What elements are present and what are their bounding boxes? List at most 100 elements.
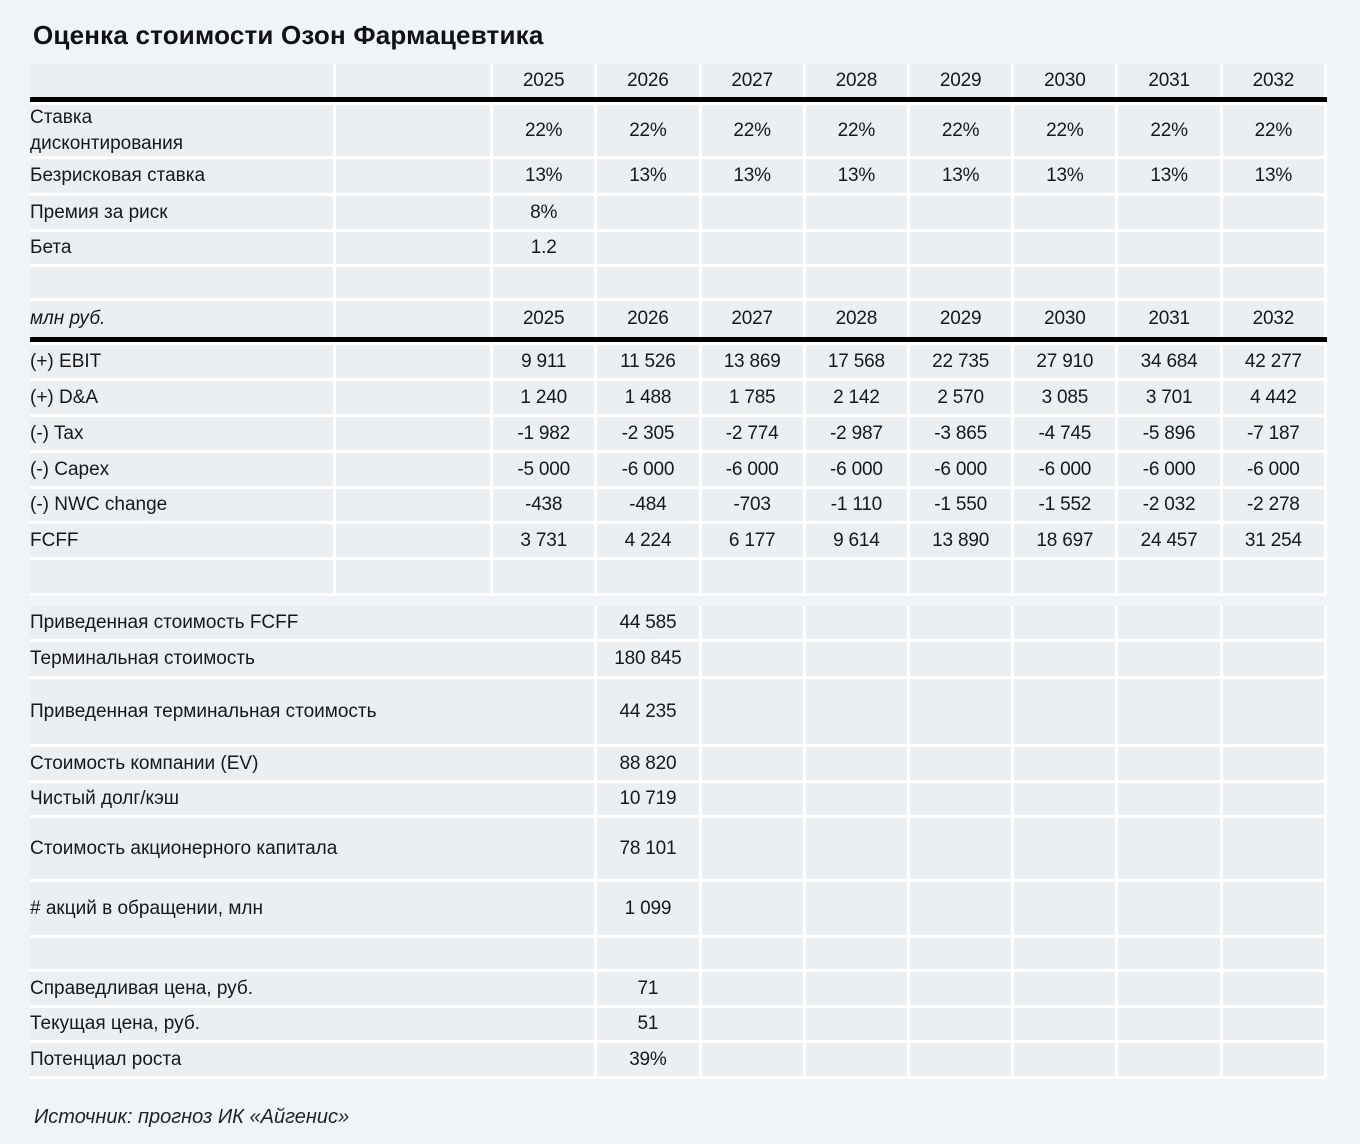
table-row: (-) NWC change -438 -484 -703 -1 110 -1 550 -1…: [30, 489, 1327, 524]
value-cell: 22%: [910, 105, 1015, 159]
empty-cell: [1014, 783, 1119, 818]
empty-cell: [1118, 938, 1223, 972]
value-cell: 22%: [597, 105, 702, 159]
empty-cell: [910, 679, 1015, 747]
table-row: Потенциал роста 39%: [30, 1043, 1327, 1079]
row-label-cell: Потенциал роста: [30, 1043, 598, 1079]
empty-cell: [1118, 1043, 1223, 1079]
year-header-cell: 2030: [1014, 301, 1119, 337]
value-cell: [597, 560, 702, 596]
row-label-cell: Терминальная стоимость: [30, 642, 598, 679]
table-row: Текущая цена, руб. 51: [30, 1008, 1327, 1043]
table-row: Терминальная стоимость 180 845: [30, 642, 1327, 679]
value-cell: [805, 560, 910, 596]
empty-cell: [805, 1043, 910, 1079]
section-rule-bar: [30, 337, 1327, 345]
value-cell: [805, 196, 910, 232]
row-label-cell: Стоимость компании (EV): [30, 747, 598, 783]
value-cell: [1014, 560, 1119, 596]
empty-cell: [910, 972, 1015, 1008]
value-cell: 1.2: [493, 232, 598, 267]
spacer-cell: [335, 267, 494, 301]
row-label-cell: (+) EBIT: [30, 345, 336, 381]
empty-cell: [1222, 818, 1327, 882]
value-cell: 42 277: [1222, 345, 1327, 381]
empty-cell: [1014, 1008, 1119, 1043]
value-cell: [493, 267, 598, 301]
empty-cell: [1118, 972, 1223, 1008]
row-label-cell: (+) D&A: [30, 381, 336, 417]
value-cell: 13%: [1222, 159, 1327, 196]
spacer-cell: [335, 453, 494, 489]
empty-cell: [910, 882, 1015, 938]
empty-cell: [1222, 1043, 1327, 1079]
empty-cell: [1014, 606, 1119, 642]
value-cell: -6 000: [805, 453, 910, 489]
value-cell: -2 032: [1118, 489, 1223, 524]
empty-cell: [1118, 747, 1223, 783]
table-row: [30, 938, 1327, 972]
value-cell: [1222, 196, 1327, 232]
spacer-cell: [335, 345, 494, 381]
value-cell: [1118, 196, 1223, 232]
year-header-cell: 2032: [1222, 64, 1327, 97]
value-cell: -2 305: [597, 417, 702, 453]
value-cell: -484: [597, 489, 702, 524]
value-cell: -5 000: [493, 453, 598, 489]
value-cell: 13%: [1118, 159, 1223, 196]
empty-cell: [805, 679, 910, 747]
value-cell: 78 101: [597, 818, 702, 882]
value-cell: 180 845: [597, 642, 702, 679]
spacer-cell: [335, 232, 494, 267]
value-cell: 88 820: [597, 747, 702, 783]
spacer-cell: [335, 301, 494, 337]
value-cell: [1014, 232, 1119, 267]
empty-cell: [1014, 642, 1119, 679]
value-cell: 13%: [493, 159, 598, 196]
value-cell: 10 719: [597, 783, 702, 818]
value-cell: 22%: [701, 105, 806, 159]
empty-cell: [701, 818, 806, 882]
value-cell: 22%: [805, 105, 910, 159]
value-cell: -6 000: [597, 453, 702, 489]
empty-cell: [701, 1008, 806, 1043]
empty-cell: [1118, 783, 1223, 818]
value-cell: 2 142: [805, 381, 910, 417]
spacer-cell: [335, 105, 494, 159]
empty-cell: [701, 783, 806, 818]
value-cell: 22%: [1118, 105, 1223, 159]
unit-label-cell: млн руб.: [30, 301, 336, 337]
section-rule: [30, 337, 1327, 345]
row-label-cell: Приведенная терминальная стоимость: [30, 679, 598, 747]
empty-cell: [1014, 972, 1119, 1008]
empty-cell: [1118, 679, 1223, 747]
value-cell: 8%: [493, 196, 598, 232]
row-label-cell: (-) Capex: [30, 453, 336, 489]
value-cell: -2 987: [805, 417, 910, 453]
value-cell: -438: [493, 489, 598, 524]
value-cell: 13%: [597, 159, 702, 196]
year-header-row: 2025 2026 2027 2028 2029 2030 2031 2032: [30, 64, 1327, 97]
row-label-cell: [30, 938, 598, 972]
value-cell: 71: [597, 972, 702, 1008]
spacer-cell: [335, 489, 494, 524]
value-cell: [597, 232, 702, 267]
year-header-cell: 2026: [597, 64, 702, 97]
value-cell: 13%: [1014, 159, 1119, 196]
empty-cell: [1118, 882, 1223, 938]
empty-cell: [910, 1008, 1015, 1043]
value-cell: -1 110: [805, 489, 910, 524]
table-row: Чистый долг/кэш 10 719: [30, 783, 1327, 818]
spacer-cell: [335, 64, 494, 97]
value-cell: [805, 232, 910, 267]
section-rule: [30, 97, 1327, 105]
year-header-cell: 2027: [701, 301, 806, 337]
value-cell: [1118, 560, 1223, 596]
value-cell: [1222, 267, 1327, 301]
value-cell: 27 910: [1014, 345, 1119, 381]
value-cell: 9 614: [805, 524, 910, 560]
value-cell: 3 731: [493, 524, 598, 560]
row-label-cell: (-) NWC change: [30, 489, 336, 524]
value-cell: -1 552: [1014, 489, 1119, 524]
value-cell: -6 000: [910, 453, 1015, 489]
